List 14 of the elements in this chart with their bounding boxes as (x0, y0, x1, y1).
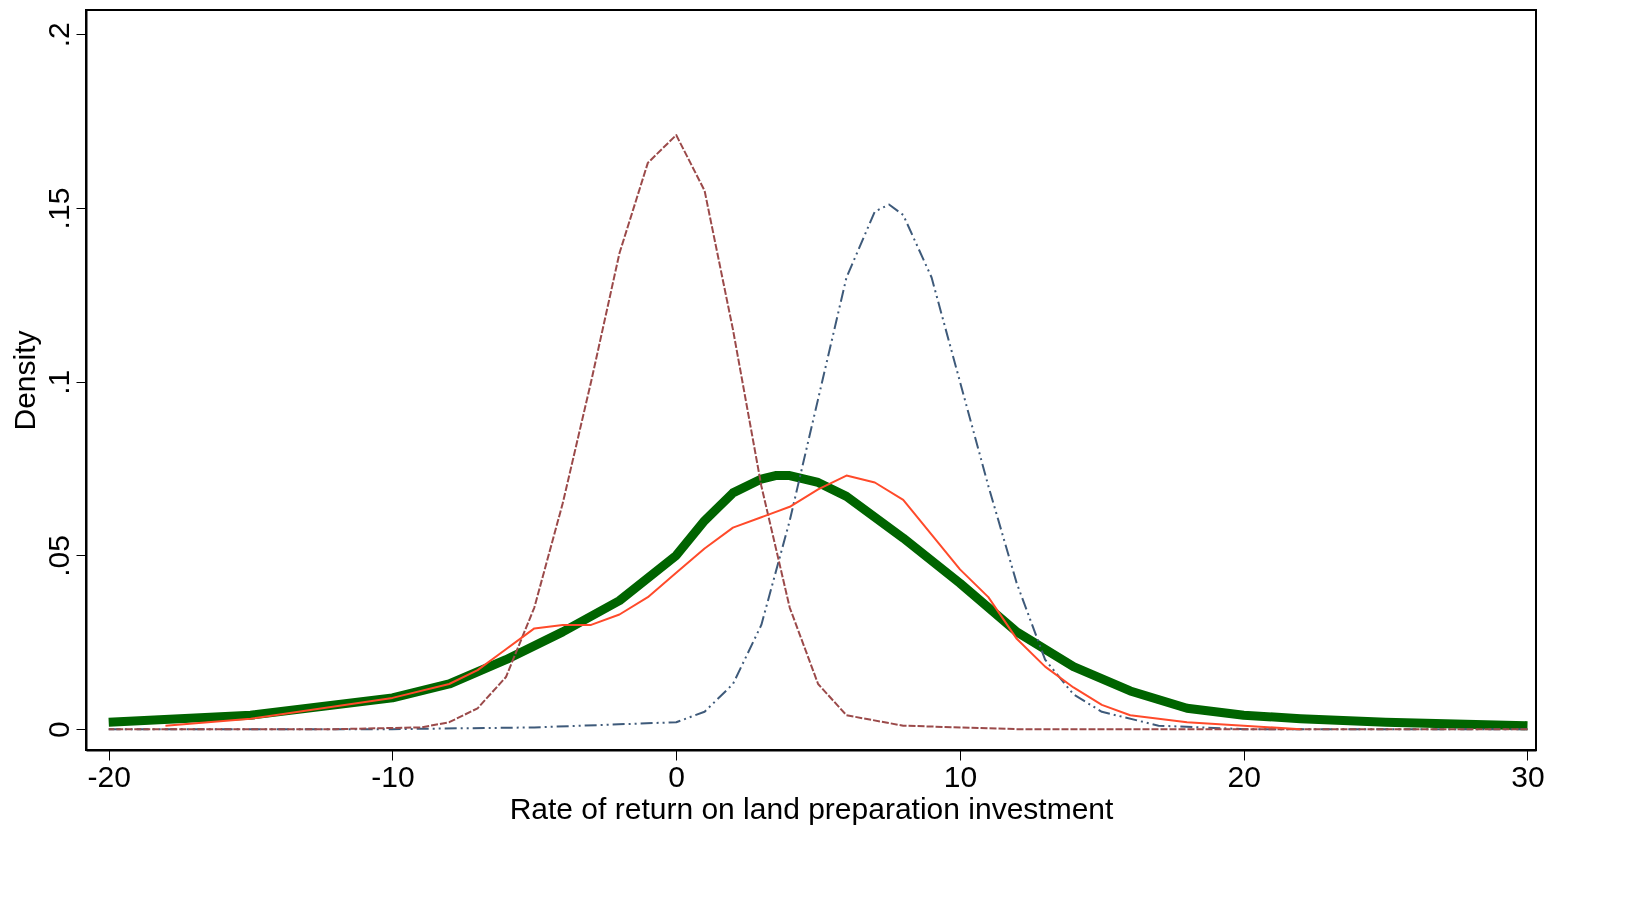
x-tick-label: 30 (1511, 759, 1545, 793)
x-tick-label: 0 (668, 759, 686, 793)
line-series (164, 474, 1302, 731)
y-axis-title: Density (7, 330, 41, 431)
y-tick-label: .1 (41, 369, 75, 395)
x-tick-label: -20 (87, 759, 131, 793)
x-axis-title: Rate of return on land preparation investment (509, 791, 1114, 825)
y-tick-label: .2 (41, 22, 75, 48)
y-tick-label: .15 (41, 187, 75, 230)
y-tick-label: .05 (41, 535, 75, 577)
x-tick-label: -10 (371, 759, 415, 793)
x-tick-label: 20 (1227, 759, 1261, 793)
x-tick-label: 10 (943, 759, 978, 793)
y-tick-label: 0 (41, 721, 75, 738)
